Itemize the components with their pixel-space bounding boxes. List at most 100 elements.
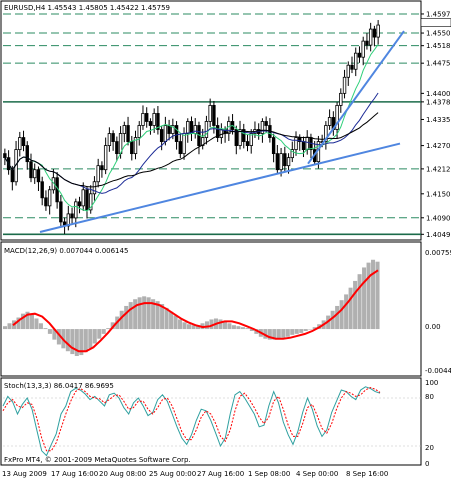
price-label-9: 1.42120 bbox=[426, 165, 451, 173]
macd-bar-51 bbox=[231, 325, 236, 330]
candle-body-54 bbox=[204, 121, 209, 138]
candle-body-100 bbox=[376, 24, 380, 38]
candle-body-19 bbox=[74, 201, 78, 219]
stoch-label-100: 100 bbox=[425, 379, 438, 387]
candle-body-62 bbox=[234, 129, 238, 146]
candle-body-18 bbox=[70, 213, 74, 219]
candle-body-2 bbox=[10, 169, 15, 183]
candle-body-78 bbox=[294, 137, 298, 151]
candle-body-42 bbox=[159, 129, 164, 142]
candle-body-65 bbox=[245, 141, 250, 146]
price-label-11: 1.40903 bbox=[426, 214, 451, 222]
candle-body-34 bbox=[130, 141, 134, 155]
macd-bar-34 bbox=[155, 301, 160, 330]
macd-bar-67 bbox=[303, 329, 308, 331]
candle-body-37 bbox=[141, 113, 145, 126]
candle-body-90 bbox=[339, 92, 343, 106]
macd-bar-14 bbox=[65, 329, 70, 352]
candle-body-66 bbox=[249, 133, 253, 146]
stoch-label-0: 0 bbox=[425, 460, 429, 468]
candle-body-41 bbox=[156, 113, 160, 130]
x-label-4: 27 Aug 16:00 bbox=[197, 470, 244, 478]
candle-body-6 bbox=[25, 145, 29, 163]
macd-label-top: 0.00759 bbox=[425, 249, 451, 257]
macd-bar-50 bbox=[227, 323, 232, 330]
macd-bar-3 bbox=[16, 317, 21, 330]
candle-body-7 bbox=[29, 161, 33, 179]
candle-body-63 bbox=[238, 129, 242, 146]
candle-body-40 bbox=[152, 113, 156, 126]
macd-bar-53 bbox=[240, 327, 245, 330]
candle-body-12 bbox=[47, 189, 52, 207]
macd-bar-79 bbox=[357, 274, 362, 330]
macd-bar-83 bbox=[375, 261, 380, 330]
candle-body-39 bbox=[148, 121, 153, 126]
macd-bar-49 bbox=[222, 321, 227, 330]
macd-bar-54 bbox=[245, 328, 250, 330]
macd-bar-7 bbox=[34, 318, 39, 330]
price-label-12: 1.40492 bbox=[426, 231, 451, 239]
macd-bar-68 bbox=[308, 329, 313, 330]
candle-body-75 bbox=[283, 153, 287, 167]
candle-body-23 bbox=[89, 193, 93, 211]
candle-body-36 bbox=[137, 125, 141, 138]
macd-bar-19 bbox=[88, 329, 93, 349]
macd-panel-frame bbox=[0, 241, 422, 377]
candle-body-55 bbox=[208, 105, 212, 122]
macd-bar-33 bbox=[151, 299, 156, 330]
macd-bar-69 bbox=[312, 327, 317, 330]
macd-bar-26 bbox=[119, 310, 124, 330]
main-panel-title: EURUSD,H4 1.45543 1.45805 1.45422 1.4575… bbox=[4, 4, 170, 12]
x-label-7: 8 Sep 16:00 bbox=[346, 470, 388, 478]
candle-body-98 bbox=[368, 28, 373, 46]
macd-bar-17 bbox=[79, 329, 84, 356]
candle-body-9 bbox=[36, 169, 41, 183]
macd-bar-45 bbox=[204, 321, 210, 330]
macd-bar-1 bbox=[7, 323, 12, 330]
macd-bar-18 bbox=[83, 329, 88, 353]
current-price-box bbox=[420, 18, 451, 27]
candle-body-57 bbox=[215, 125, 220, 138]
candle-body-87 bbox=[327, 117, 332, 126]
macd-bar-60 bbox=[272, 329, 277, 340]
macd-bar-81 bbox=[366, 262, 371, 330]
macd-bar-11 bbox=[52, 329, 57, 340]
macd-bar-5 bbox=[25, 311, 30, 330]
macd-signal-line bbox=[12, 269, 379, 353]
candle-body-30 bbox=[115, 141, 119, 155]
macd-bar-39 bbox=[178, 319, 183, 330]
candle-body-53 bbox=[200, 137, 205, 146]
candle-body-49 bbox=[186, 121, 190, 134]
price-label-6: 1.43788 bbox=[426, 98, 451, 106]
candle-body-29 bbox=[111, 133, 115, 142]
macd-bar-55 bbox=[249, 329, 254, 331]
macd-bar-66 bbox=[299, 329, 304, 333]
stoch-signal-line bbox=[2, 387, 381, 452]
candle-body-35 bbox=[133, 137, 138, 155]
macd-bar-6 bbox=[29, 314, 34, 330]
ma-long-line bbox=[4, 112, 379, 188]
candle-body-21 bbox=[81, 189, 85, 207]
x-label-2: 20 Aug 08:00 bbox=[99, 470, 146, 478]
macd-bar-61 bbox=[276, 329, 281, 339]
ma-short-line bbox=[4, 44, 379, 212]
macd-label-bottom: -0.00446 bbox=[425, 367, 451, 375]
macd-bar-74 bbox=[335, 305, 340, 330]
candle-body-74 bbox=[279, 153, 283, 171]
macd-bar-29 bbox=[133, 299, 138, 330]
macd-bar-46 bbox=[209, 319, 214, 330]
macd-bar-65 bbox=[294, 329, 299, 334]
candle-body-97 bbox=[365, 40, 369, 46]
candle-body-20 bbox=[77, 201, 82, 207]
candle-body-92 bbox=[346, 64, 350, 78]
candle-body-22 bbox=[85, 189, 89, 211]
macd-bar-64 bbox=[290, 329, 295, 335]
macd-layer bbox=[3, 259, 380, 357]
candle-body-99 bbox=[372, 28, 377, 38]
candle-body-58 bbox=[219, 129, 224, 138]
candle-body-69 bbox=[260, 121, 265, 134]
macd-bar-20 bbox=[92, 329, 97, 344]
candle-body-11 bbox=[44, 197, 48, 207]
stoch-main-line bbox=[2, 386, 381, 457]
candle-body-95 bbox=[357, 52, 362, 58]
